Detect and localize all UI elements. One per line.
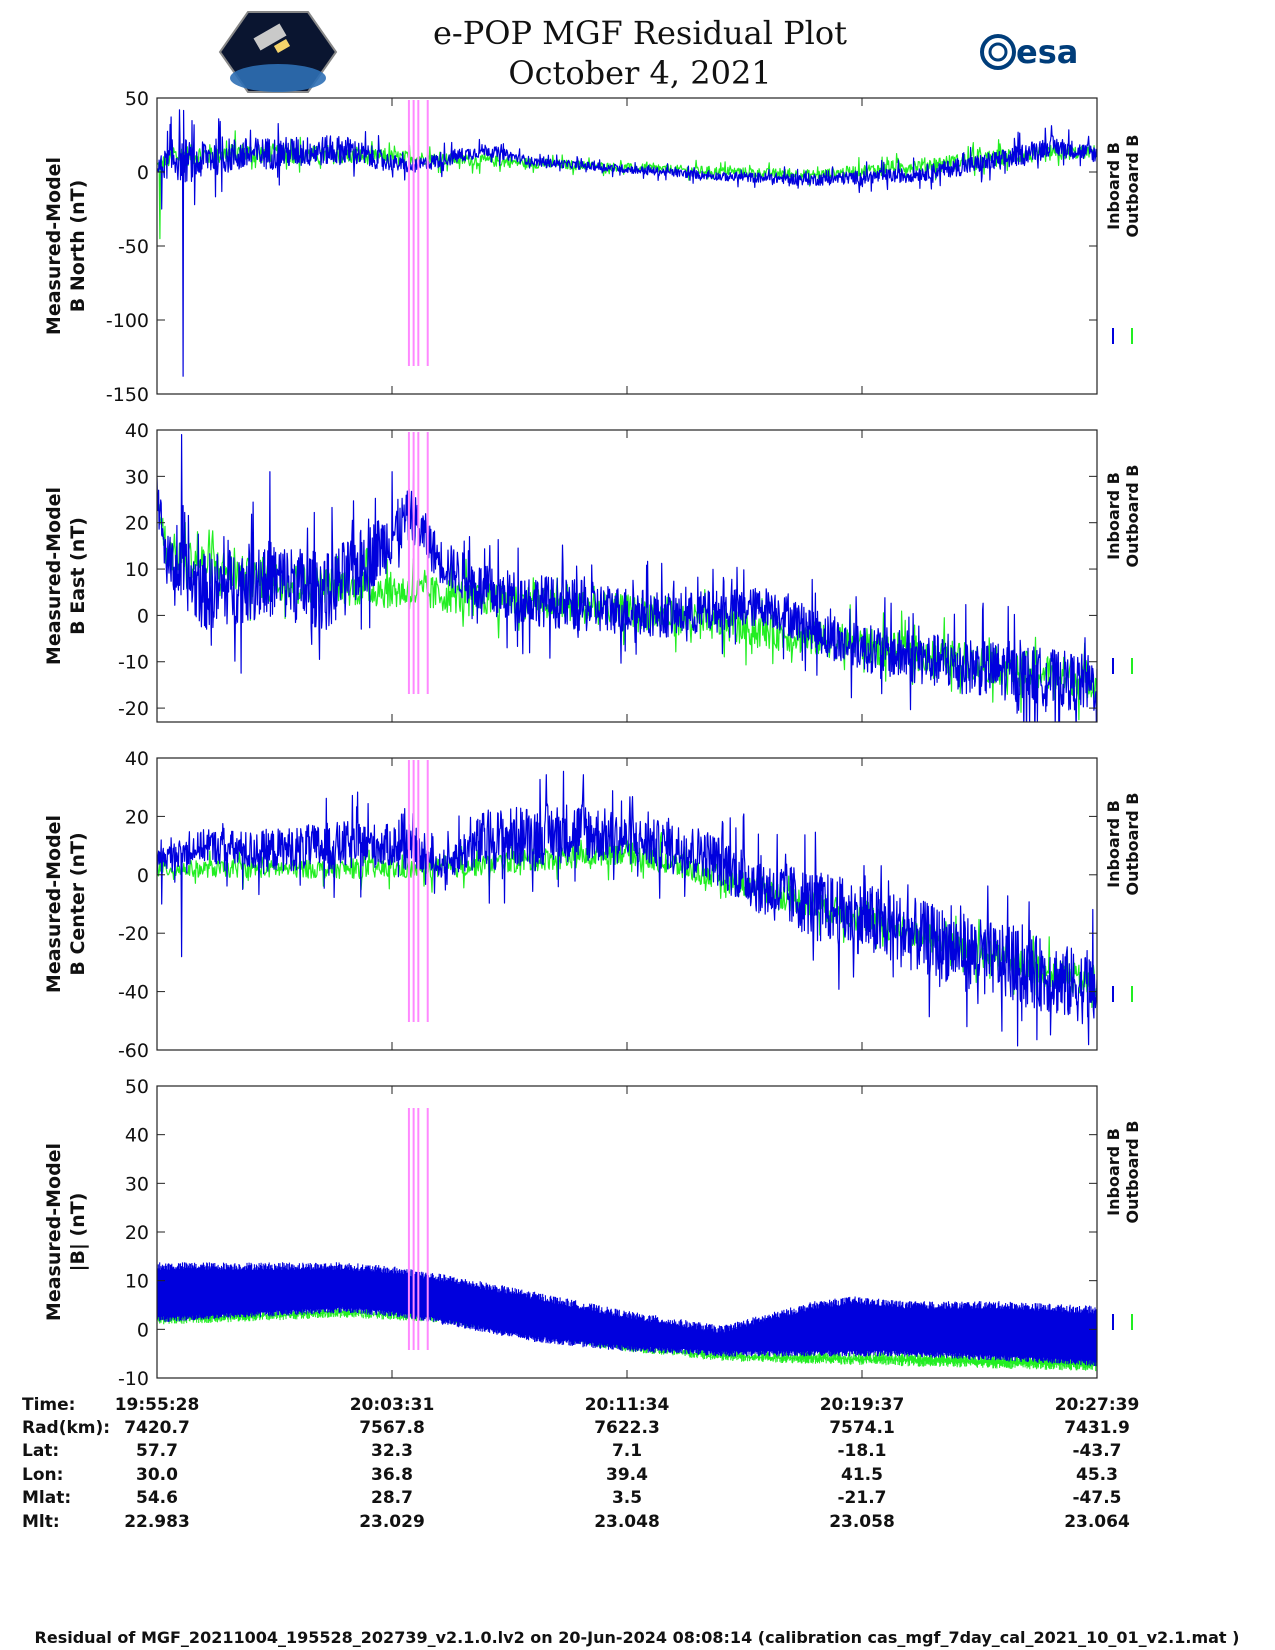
y-tick-label: 30 [125,466,149,488]
y-tick-label: -100 [106,310,149,332]
y-axis-label-4: Measured-Model |B| (nT) [43,1143,89,1321]
y-tick-label: -150 [106,384,149,406]
x-tick-label: 20:11:34 [585,1395,670,1415]
table-cell: 7567.8 [359,1418,425,1438]
table-row-label: Rad(km): [22,1418,110,1438]
table-cell: -43.7 [1073,1441,1122,1461]
table-cell: 22.983 [124,1512,190,1532]
inboard-series-2 [157,434,1097,722]
table-cell: 32.3 [371,1441,413,1461]
table-cell: 7431.9 [1064,1418,1130,1438]
panel-2-series [157,434,1097,722]
y-axis-label-1: Measured-Model B North (nT) [43,157,89,335]
table-cell: 36.8 [371,1465,413,1485]
panel-1-series [157,109,1097,377]
table-cell: 23.029 [359,1512,425,1532]
table-cell: 57.7 [136,1441,178,1461]
legend-3: Inboard B Outboard B [1104,793,1142,1002]
legend-inboard-label: Inboard B [1104,142,1123,230]
legend-inboard-label: Inboard B [1104,1128,1123,1216]
table-cell: 39.4 [606,1465,648,1485]
x-tick-label: 20:27:39 [1055,1395,1140,1415]
y-tick-label: -40 [118,982,149,1004]
y-tick-label: 50 [125,88,149,110]
legend-2: Inboard B Outboard B [1104,465,1142,674]
table-cell: 45.3 [1076,1465,1118,1485]
table-cell: 23.058 [829,1512,895,1532]
table-cell: -47.5 [1073,1488,1122,1508]
x-tick-label: 20:19:37 [820,1395,905,1415]
ephemeris-table: Time: Rad(km): Lat: Lon: Mlat: Mlt: 19:55:28 74… [22,1395,1139,1532]
inboard-series-3 [157,770,1097,1047]
table-row-label: Mlat: [22,1488,71,1508]
panel-3-series [157,770,1097,1047]
table-cell: 7574.1 [829,1418,895,1438]
y-axis-label-2: Measured-Model B East (nT) [43,487,89,665]
y-tick-label: -20 [118,698,149,720]
y-tick-label: -60 [118,1040,149,1062]
footer-text: Residual of MGF_20211004_195528_202739_v… [35,1628,1240,1647]
legend-outboard-label: Outboard B [1123,793,1142,896]
y-tick-label: 10 [125,1271,149,1293]
table-cell: 41.5 [841,1465,883,1485]
y-tick-label: 30 [125,1173,149,1195]
table-cell: -21.7 [838,1488,887,1508]
table-row-label: Lat: [22,1441,59,1461]
y-tick-label: 0 [137,1319,149,1341]
y-tick-label: -50 [118,236,149,258]
table-cell: 28.7 [371,1488,413,1508]
legend-inboard-label: Inboard B [1104,800,1123,888]
cassiope-logo [218,11,338,93]
legend-outboard-label: Outboard B [1123,1121,1142,1224]
table-row-label: Time: [22,1395,75,1415]
y-tick-label: 20 [125,806,149,828]
legend-outboard-label: Outboard B [1123,465,1142,568]
x-tick-label: 19:55:28 [115,1395,200,1415]
table-cell: 7420.7 [124,1418,190,1438]
panel-4: 50 40 30 20 10 0 -10 Measured-Model |B| (nT) Inbo… [43,1076,1142,1390]
table-cell: 7622.3 [594,1418,660,1438]
y-tick-label: 10 [125,559,149,581]
legend-1: Inboard B Outboard B [1104,135,1142,344]
panel-4-series [157,1262,1097,1372]
table-cell: -18.1 [838,1441,887,1461]
table-cell: 23.048 [594,1512,660,1532]
table-row-label: Mlt: [22,1512,60,1532]
inboard-series-4 [157,1262,1097,1367]
y-tick-label: -20 [118,923,149,945]
title-line2: October 4, 2021 [508,54,771,92]
legend-inboard-label: Inboard B [1104,472,1123,560]
panel-2: 40 30 20 10 0 -10 -20 Measured-Model B East (nT)… [43,420,1142,723]
y-tick-label: 0 [137,605,149,627]
panel-frame [156,757,1098,1051]
table-cell: 23.064 [1064,1512,1130,1532]
y-axis-label-3: Measured-Model B Center (nT) [43,815,89,993]
y-tick-label: -10 [118,1368,149,1390]
y-tick-label: 40 [125,748,149,770]
panel-3: 40 20 0 -20 -40 -60 Measured-Model B Center (nT… [43,748,1142,1062]
y-tick-label: 20 [125,513,149,535]
inboard-series-1 [157,109,1097,377]
table-cell: 54.6 [136,1488,178,1508]
table-row-label: Lon: [22,1465,63,1485]
y-tick-label: 20 [125,1222,149,1244]
y-tick-label: 40 [125,1125,149,1147]
panel-1: 50 0 -50 -100 -150 Measured-Model B North (nT)… [43,88,1142,406]
y-tick-label: 0 [137,865,149,887]
table-cell: 7.1 [612,1441,642,1461]
outboard-series-3 [157,832,1097,1008]
esa-logo-text: esa [1016,33,1078,71]
legend-outboard-label: Outboard B [1123,135,1142,238]
title-line1: e-POP MGF Residual Plot [433,14,847,52]
x-tick-label: 20:03:31 [350,1395,435,1415]
y-tick-label: -10 [118,652,149,674]
table-cell: 3.5 [612,1488,642,1508]
y-tick-label: 0 [137,162,149,184]
table-cell: 30.0 [136,1465,178,1485]
y-tick-label: 50 [125,1076,149,1098]
esa-logo: esa [980,33,1078,71]
y-tick-label: 40 [125,420,149,442]
legend-4: Inboard B Outboard B [1104,1121,1142,1330]
